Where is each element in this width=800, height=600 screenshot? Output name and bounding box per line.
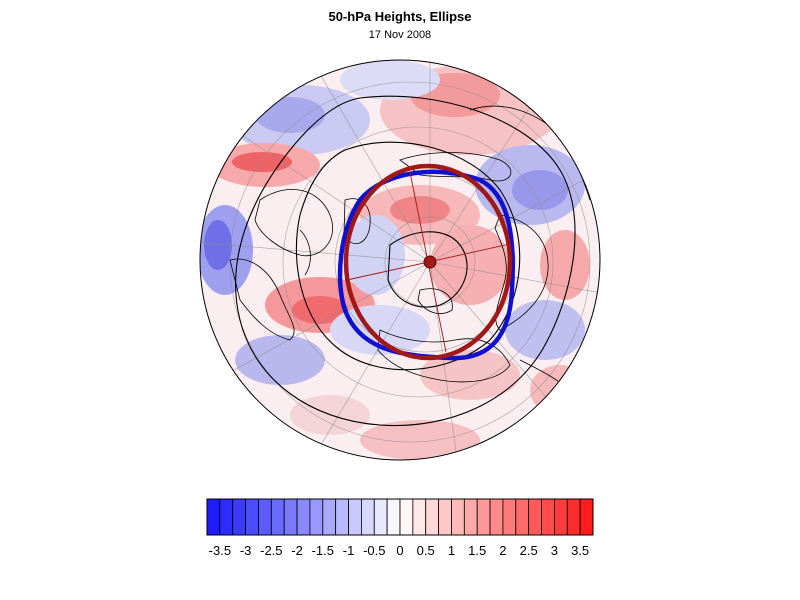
map-date: 17 Nov 2008 — [368, 29, 432, 41]
colorbar-swatch — [541, 498, 555, 536]
colorbar-swatch — [566, 498, 581, 536]
colorbar-swatch — [425, 498, 440, 536]
colorbar-swatch — [386, 498, 401, 536]
colorbar-tick-label: -1 — [342, 543, 355, 558]
colorbar-swatch — [232, 498, 247, 536]
globe — [200, 60, 600, 460]
colorbar-tick-label: 2.5 — [519, 543, 538, 558]
colorbar-tick-label: 0.5 — [416, 543, 435, 558]
map-title: 50-hPa Heights, Ellipse — [328, 9, 472, 24]
colorbar-tick-label: 3.5 — [571, 543, 590, 558]
colorbar-swatch — [296, 498, 311, 536]
colorbar-swatch — [579, 498, 594, 536]
colorbar-labels: -3.5 -3 -2.5 -2 -1.5 -1 -0.5 0 0.5 1 1.5 2 2.5 3 3.5 — [0, 543, 800, 563]
colorbar-swatch — [283, 498, 298, 536]
colorbar-tick-label: -2 — [291, 543, 303, 558]
colorbar-tick-label: -3.5 — [208, 543, 232, 558]
colorbar-swatch — [348, 498, 362, 536]
colorbar-swatch — [322, 498, 337, 536]
colorbar-tick-label: 2 — [499, 543, 507, 558]
fitted-ellipse — [343, 163, 513, 361]
colorbar-swatch — [219, 498, 234, 536]
colorbar-tick-label: -2.5 — [260, 543, 283, 558]
colorbar-tick-label: 1 — [447, 543, 456, 558]
colorbar-swatch — [360, 498, 375, 536]
colorbar-swatch — [206, 498, 221, 536]
colorbar-tick-label: 1.5 — [468, 543, 487, 558]
colorbar-swatch — [373, 498, 388, 536]
colorbar-swatch — [451, 498, 465, 536]
colorbar — [206, 498, 594, 536]
height-contours — [235, 95, 576, 427]
colorbar-swatch — [502, 498, 517, 536]
colorbar-swatch — [335, 498, 349, 536]
colorbar-tick-label: 3 — [550, 543, 559, 558]
colorbar-swatch — [463, 498, 478, 536]
colorbar-tick-label: -1.5 — [311, 543, 334, 558]
globe-outline — [199, 59, 601, 461]
ellipse-center — [423, 255, 437, 269]
colorbar-swatch — [245, 498, 259, 536]
colorbar-border — [206, 498, 594, 536]
colorbar-swatch — [476, 498, 491, 536]
colorbar-tick-label: -0.5 — [363, 543, 386, 558]
colorbar-swatch — [515, 498, 530, 536]
colorbar-swatch — [489, 498, 504, 536]
colorbar-swatch — [528, 498, 542, 536]
colorbar-tick-label: -3 — [239, 543, 252, 558]
colorbar-swatch — [258, 498, 272, 536]
colorbar-swatch — [399, 498, 414, 536]
colorbar-swatch — [438, 498, 452, 536]
colorbar-swatch — [412, 498, 427, 536]
colorbar-swatch — [270, 498, 285, 536]
colorbar-swatch — [309, 498, 324, 536]
colorbar-swatch — [554, 498, 568, 536]
colorbar-tick-label: 0 — [396, 543, 404, 558]
